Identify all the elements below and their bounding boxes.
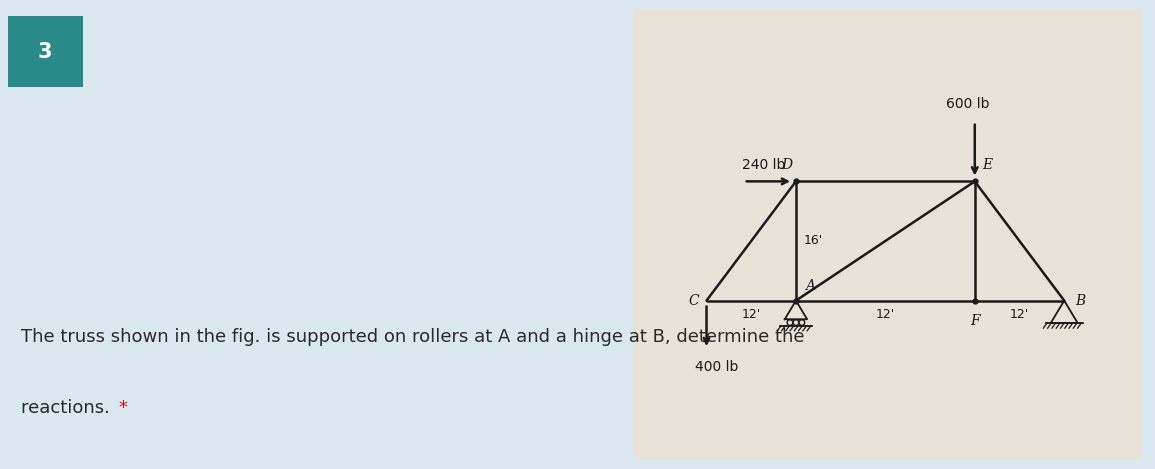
Text: A: A <box>805 279 815 293</box>
Text: The truss shown in the fig. is supported on rollers at A and a hinge at B, deter: The truss shown in the fig. is supported… <box>21 328 804 346</box>
Text: 12': 12' <box>875 308 895 320</box>
Text: 240 lb: 240 lb <box>743 159 785 173</box>
FancyBboxPatch shape <box>8 16 83 87</box>
Text: 600 lb: 600 lb <box>946 97 989 111</box>
Text: B: B <box>1075 294 1086 308</box>
Text: D: D <box>781 159 792 173</box>
Text: 3: 3 <box>38 42 52 61</box>
Text: 16': 16' <box>804 234 822 248</box>
FancyBboxPatch shape <box>633 9 1141 460</box>
Text: F: F <box>970 314 979 328</box>
Text: 12': 12' <box>742 308 761 320</box>
Text: 400 lb: 400 lb <box>695 360 739 374</box>
Text: C: C <box>688 294 699 308</box>
Text: *: * <box>119 399 128 416</box>
Text: E: E <box>982 159 992 173</box>
Text: reactions.: reactions. <box>21 399 116 416</box>
Text: 12': 12' <box>1009 308 1029 320</box>
